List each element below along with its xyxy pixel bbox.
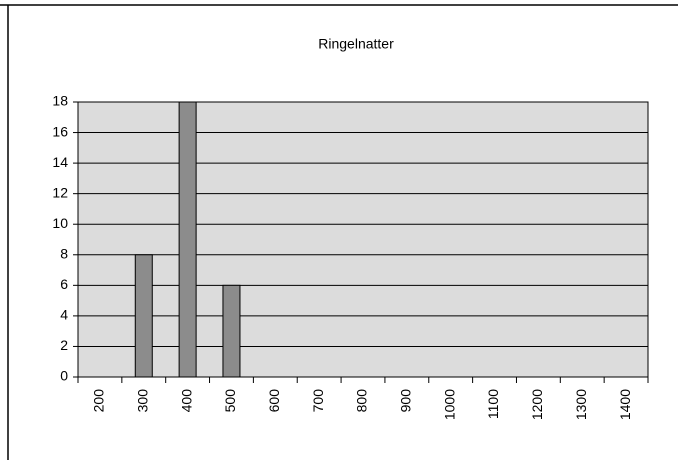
x-tick-label: 1200 — [529, 389, 545, 420]
y-tick-label: 14 — [52, 154, 68, 170]
x-tick-label: 600 — [266, 389, 282, 413]
y-tick-label: 8 — [60, 245, 68, 261]
bar — [178, 101, 197, 378]
plot-area — [77, 101, 649, 378]
y-tick-label: 0 — [60, 368, 68, 384]
x-tick-label: 500 — [222, 389, 238, 413]
y-tick-label: 12 — [52, 184, 68, 200]
x-tick-label: 300 — [134, 389, 150, 413]
x-tick-label: 900 — [398, 389, 414, 413]
x-tick-label: 1400 — [617, 389, 633, 420]
x-tick-label: 700 — [310, 389, 326, 413]
bar — [222, 284, 241, 378]
y-tick-label: 16 — [52, 123, 68, 139]
chart-title: Ringelnatter — [318, 36, 394, 52]
y-tick-label: 10 — [52, 215, 68, 231]
x-tick-label: 800 — [354, 389, 370, 413]
x-tick-label: 200 — [91, 389, 107, 413]
y-tick-label: 4 — [60, 307, 68, 323]
bar — [134, 254, 153, 378]
y-tick-label: 6 — [60, 276, 68, 292]
x-tick-label: 1100 — [485, 389, 501, 419]
x-tick-label: 1300 — [573, 389, 589, 420]
x-tick-label: 1000 — [441, 389, 457, 420]
y-tick-label: 18 — [52, 93, 68, 109]
x-tick-label: 400 — [178, 389, 194, 413]
y-tick-label: 2 — [60, 337, 68, 353]
